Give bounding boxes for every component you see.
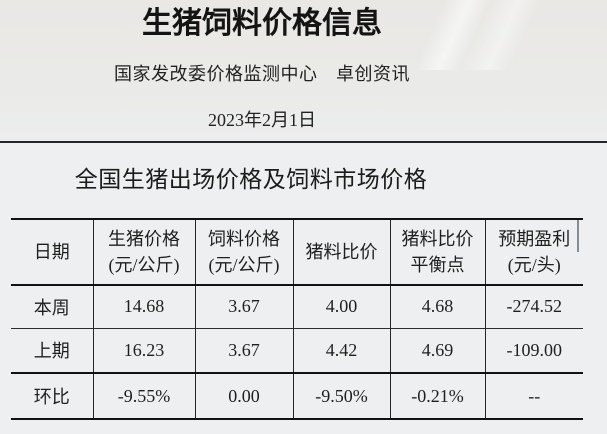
col-header-pig-feed-ratio: 猪料比价 [292,219,391,285]
table-row-period-change: 环比 -9.55% 0.00 -9.50% -0.21% -- [11,373,583,419]
table-header-row: 日期 生猪价格 (元/公斤) 饲料价格 (元/公斤) 猪料比价 猪料比价平衡点 [11,219,583,285]
cell-feed-price: 0.00 [194,373,294,419]
report-date: 2023年2月1日 [208,110,316,130]
table-row-previous-period: 上期 16.23 3.67 4.42 4.69 -109.00 [11,328,583,373]
col-header-label: 预期盈利 [498,229,571,249]
page-title: 生猪饲料价格信息 [142,7,382,40]
table-row-this-week: 本周 14.68 3.67 4.00 4.68 -274.52 [11,285,583,328]
cell-expected-profit: -274.52 [484,285,583,328]
cell-feed-price: 3.67 [194,328,294,373]
cell-pig-feed-ratio: 4.00 [292,285,391,328]
col-header-label: 日期 [33,242,70,262]
masthead-section: 生猪饲料价格信息 国家发改委价格监测中心 卓创资讯 2023年2月1日 [0,0,607,141]
price-table: 日期 生猪价格 (元/公斤) 饲料价格 (元/公斤) 猪料比价 猪料比价平衡点 [11,218,583,420]
col-header-date: 日期 [11,219,94,285]
col-header-breakeven-ratio: 猪料比价 平衡点 [389,219,486,285]
col-header-label: 生猪价格 [108,229,180,249]
col-header-unit: (元/头) [507,255,561,275]
cell-expected-profit: -109.00 [484,328,583,373]
cell-pig-feed-ratio: 4.42 [292,328,391,373]
col-header-expected-profit: 预期盈利 (元/头) [484,219,583,285]
row-label: 本周 [11,285,94,328]
cell-feed-price: 3.67 [194,285,294,328]
col-header-unit: 平衡点 [410,255,465,275]
col-header-label: 猪料比价 [401,229,474,249]
row-label: 环比 [11,373,94,419]
col-header-unit: (元/公斤) [208,255,280,275]
header-row-right-border-artifact [577,220,579,252]
cell-pig-price: 16.23 [92,328,196,373]
page-subtitle: 国家发改委价格监测中心 卓创资讯 [114,64,410,84]
col-header-label: 猪料比价 [305,242,378,262]
col-header-label: 饲料价格 [208,229,280,249]
col-header-unit: (元/公斤) [108,255,180,275]
cell-pig-price: 14.68 [92,285,196,328]
col-header-pig-price: 生猪价格 (元/公斤) [92,219,196,285]
cell-pig-feed-ratio: -9.50% [292,373,391,419]
table-section: 全国生猪出场价格及饲料市场价格 日期 生猪价格 (元/公斤) [0,143,607,434]
cell-breakeven-ratio: 4.69 [389,328,486,373]
section-divider-line [0,141,607,143]
col-header-feed-price: 饲料价格 (元/公斤) [194,219,294,285]
cell-breakeven-ratio: 4.68 [389,285,486,328]
cell-expected-profit: -- [484,373,583,419]
section-title: 全国生猪出场价格及饲料市场价格 [74,167,428,192]
cell-breakeven-ratio: -0.21% [389,373,486,419]
cell-pig-price: -9.55% [92,373,196,419]
row-label: 上期 [11,328,94,373]
masthead-inner: 生猪饲料价格信息 国家发改委价格监测中心 卓创资讯 2023年2月1日 [0,0,524,131]
